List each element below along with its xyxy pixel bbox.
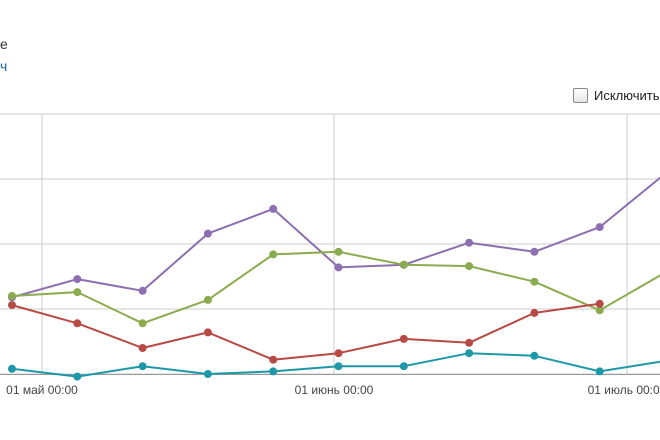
- data-point[interactable]: [73, 288, 82, 297]
- series-2: [8, 299, 604, 364]
- data-point[interactable]: [465, 349, 474, 358]
- series-1: [8, 247, 660, 328]
- data-point[interactable]: [530, 277, 539, 286]
- data-point[interactable]: [138, 344, 147, 352]
- data-point[interactable]: [595, 223, 604, 232]
- data-point[interactable]: [73, 319, 82, 328]
- series-line: [11, 250, 660, 325]
- data-point[interactable]: [595, 306, 604, 315]
- data-point[interactable]: [530, 308, 539, 317]
- data-point[interactable]: [73, 372, 82, 381]
- exclude-checkbox-label: Исключить: [594, 87, 660, 103]
- data-point[interactable]: [203, 229, 212, 238]
- data-point[interactable]: [530, 351, 539, 360]
- data-point[interactable]: [138, 286, 147, 295]
- data-point[interactable]: [269, 250, 278, 259]
- page-title-fragment: e: [0, 36, 8, 52]
- data-point[interactable]: [334, 349, 343, 358]
- data-point[interactable]: [203, 328, 212, 337]
- data-point[interactable]: [73, 275, 82, 284]
- exclude-checkbox[interactable]: Исключить: [573, 86, 660, 104]
- data-point[interactable]: [269, 355, 278, 364]
- data-point[interactable]: [8, 292, 16, 300]
- data-point[interactable]: [465, 238, 474, 247]
- data-point[interactable]: [138, 319, 147, 328]
- series-line: [11, 176, 660, 299]
- data-point[interactable]: [530, 247, 539, 256]
- data-point[interactable]: [203, 370, 212, 378]
- x-tick-label: 01 май 00:00: [6, 383, 78, 397]
- data-point[interactable]: [465, 338, 474, 347]
- data-point[interactable]: [399, 334, 408, 343]
- data-point[interactable]: [595, 367, 604, 376]
- data-point[interactable]: [399, 362, 408, 371]
- data-point[interactable]: [334, 247, 343, 256]
- data-point[interactable]: [8, 364, 16, 373]
- series-line: [11, 302, 600, 361]
- data-point[interactable]: [595, 299, 604, 308]
- grid: [0, 113, 660, 375]
- data-point[interactable]: [203, 295, 212, 304]
- data-point[interactable]: [399, 260, 408, 269]
- data-point[interactable]: [334, 263, 343, 272]
- x-tick-label: 01 июнь 00:00: [295, 383, 374, 397]
- data-point[interactable]: [138, 362, 147, 371]
- data-point[interactable]: [8, 301, 16, 310]
- data-point[interactable]: [334, 362, 343, 371]
- x-tick-label: 01 июль 00:00: [588, 383, 660, 397]
- series-3: [8, 349, 660, 381]
- data-point[interactable]: [465, 262, 474, 271]
- checkbox-box-icon[interactable]: [573, 87, 588, 103]
- series-0: [8, 176, 660, 302]
- data-point[interactable]: [269, 204, 278, 213]
- data-point[interactable]: [269, 367, 278, 376]
- header-link-fragment[interactable]: ч: [0, 58, 8, 74]
